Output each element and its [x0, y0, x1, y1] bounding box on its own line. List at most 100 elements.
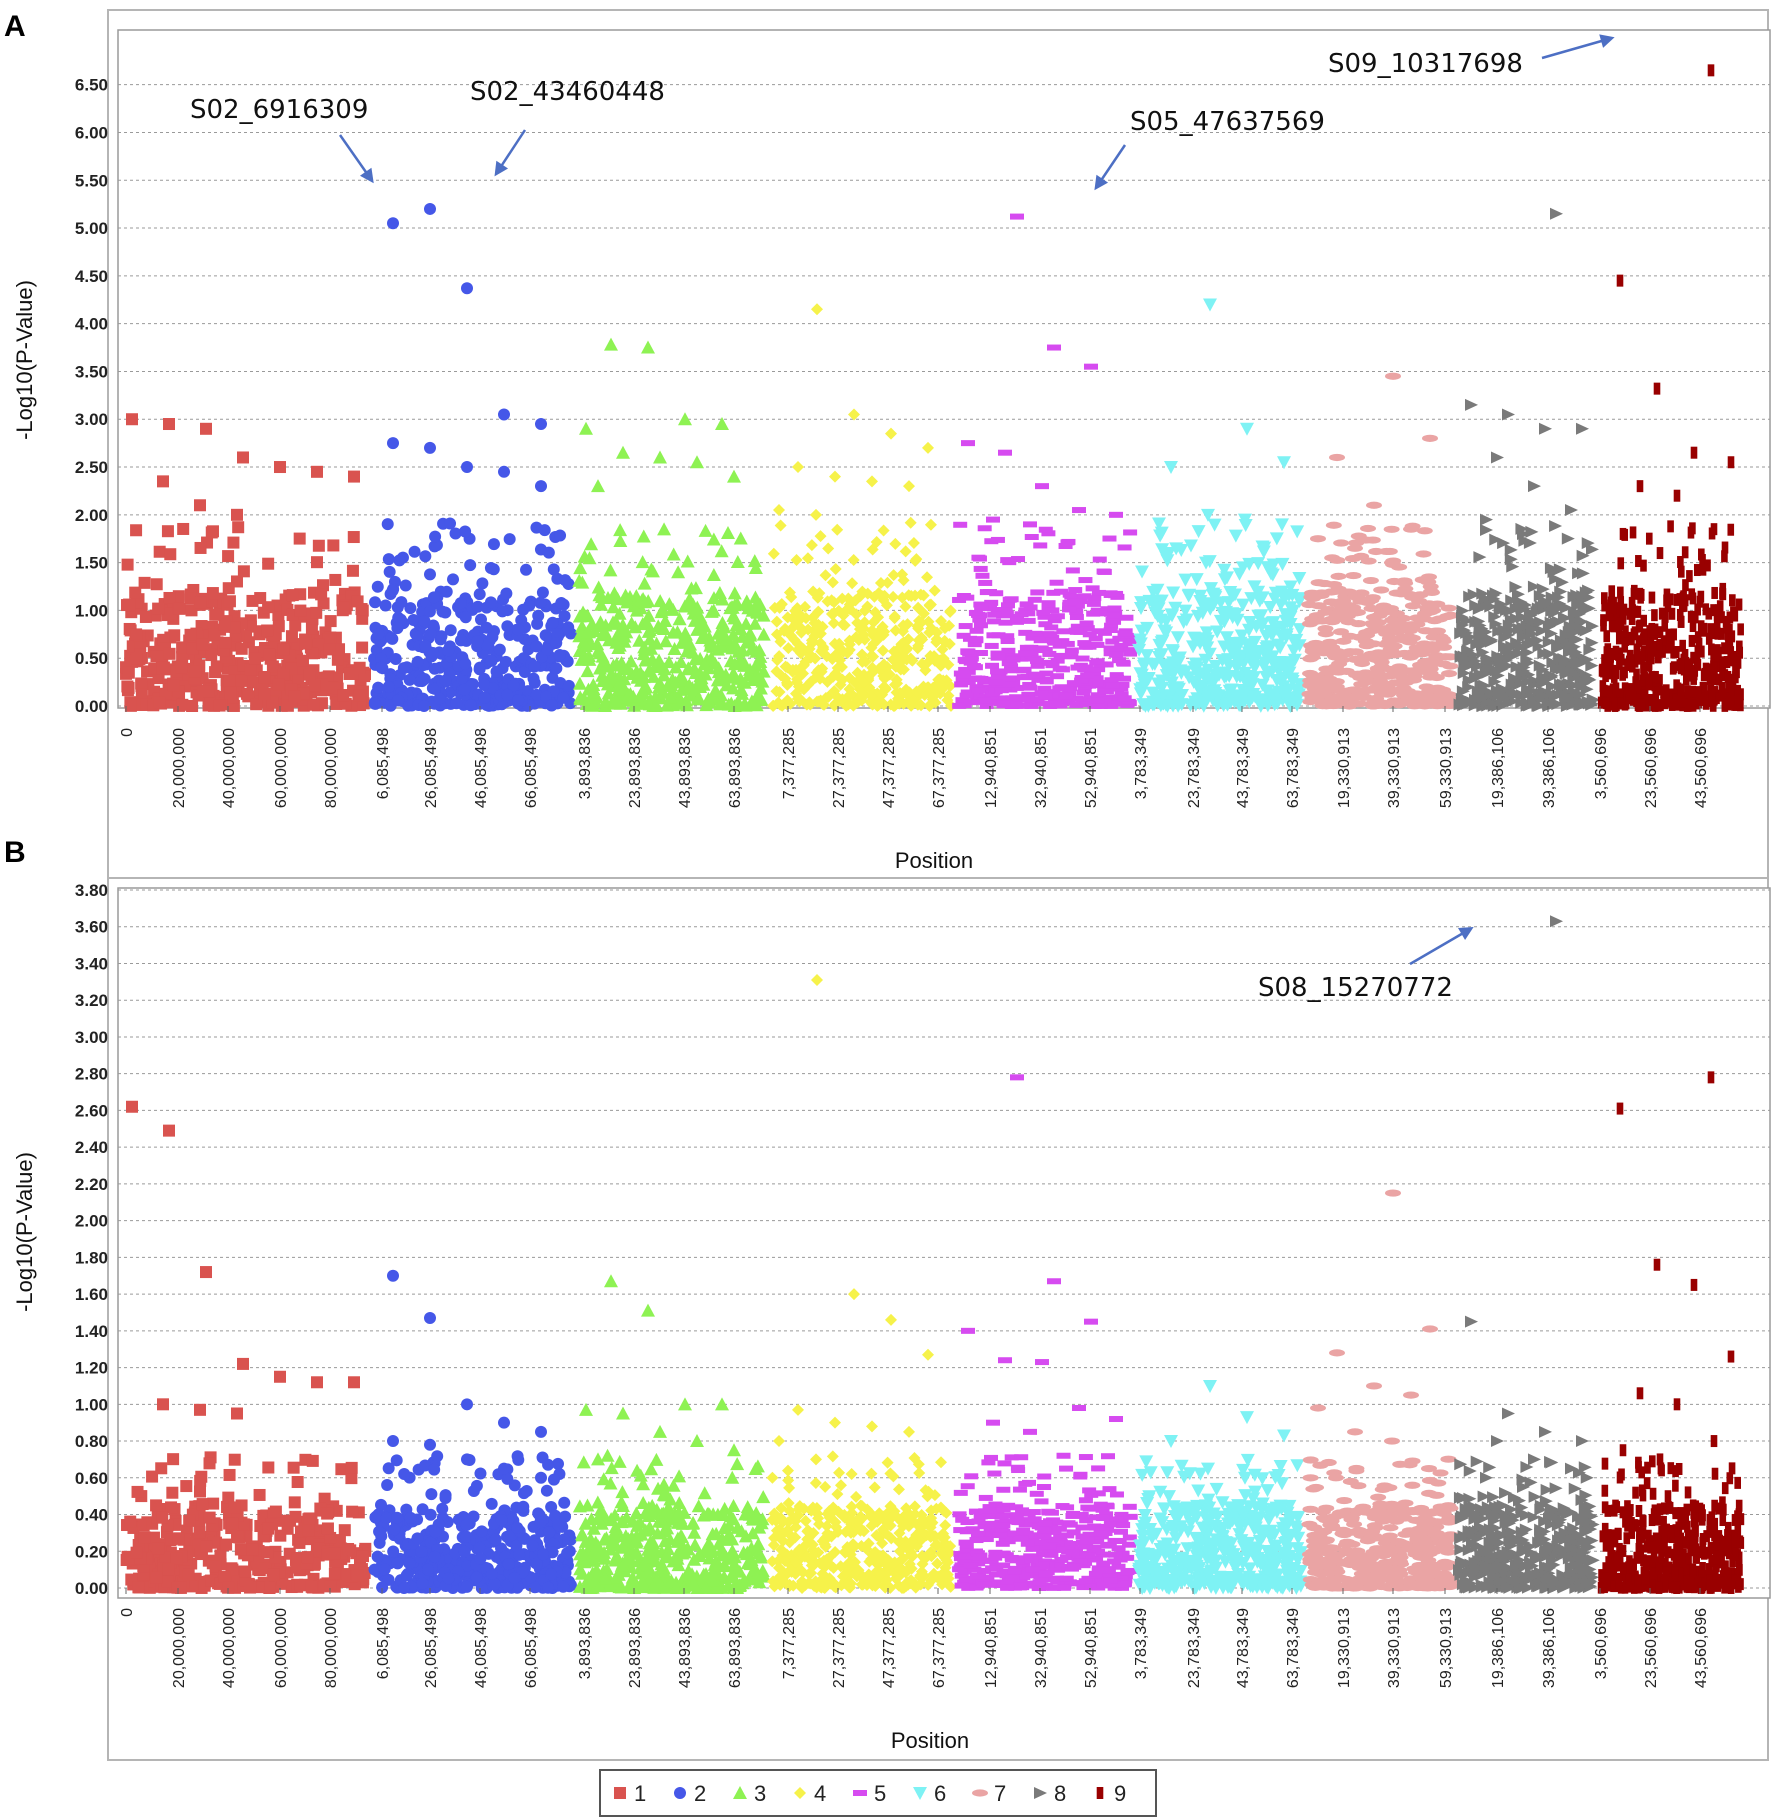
x-tick-label: 0 — [119, 728, 136, 737]
y-tick-label: 5.50 — [75, 171, 108, 190]
peak-point — [274, 1370, 286, 1383]
data-point — [1075, 655, 1090, 662]
data-point — [375, 661, 388, 674]
peak-point — [1656, 547, 1664, 560]
peak-point — [1710, 523, 1718, 536]
data-point — [321, 1522, 334, 1535]
x-tick-label: 43,783,349 — [1235, 728, 1252, 808]
data-point — [289, 1510, 302, 1523]
data-point — [606, 600, 621, 614]
data-point — [177, 522, 190, 535]
peak-point — [126, 1100, 138, 1113]
data-point — [226, 1517, 239, 1530]
data-point — [380, 1511, 393, 1524]
data-point — [520, 563, 533, 576]
data-point — [1086, 610, 1101, 617]
x-tick-label: 52,940,851 — [1083, 728, 1100, 808]
data-point — [397, 662, 410, 675]
data-point — [726, 681, 741, 695]
data-point — [134, 638, 147, 651]
data-point — [1023, 684, 1038, 691]
peak-point — [498, 408, 510, 421]
data-point — [721, 525, 735, 539]
data-point — [176, 698, 189, 711]
data-point — [228, 621, 241, 634]
data-point — [391, 622, 404, 635]
data-point — [1068, 598, 1083, 605]
data-point — [495, 698, 508, 711]
peak-point — [591, 479, 605, 493]
data-point — [224, 686, 237, 699]
peak-point — [998, 449, 1012, 456]
data-point — [499, 655, 512, 668]
data-point — [458, 1545, 471, 1558]
data-point — [1699, 563, 1707, 576]
y-tick-label: 3.00 — [75, 1028, 108, 1047]
x-tick-label: 59,330,913 — [1438, 728, 1455, 808]
peak-point — [678, 412, 692, 426]
y-tick-label: 1.20 — [75, 1359, 108, 1378]
data-point — [1107, 618, 1122, 625]
data-point — [706, 603, 721, 617]
x-tick-label: 63,893,836 — [727, 728, 744, 808]
data-point — [1360, 524, 1377, 533]
data-point — [277, 643, 290, 656]
data-point — [1373, 662, 1390, 671]
data-point — [1033, 542, 1048, 549]
data-point — [718, 667, 733, 681]
data-point — [610, 592, 625, 606]
y-tick-label: 1.60 — [75, 1285, 108, 1304]
data-point — [296, 654, 309, 667]
data-point — [1697, 590, 1705, 603]
data-point — [484, 562, 497, 575]
data-point — [253, 1488, 266, 1501]
data-point — [237, 565, 250, 578]
data-point — [403, 1557, 416, 1570]
data-point — [1080, 672, 1095, 679]
data-point — [303, 668, 316, 681]
data-point — [881, 576, 894, 589]
data-point — [1695, 637, 1703, 650]
data-point — [317, 597, 330, 610]
peak-point — [1385, 372, 1401, 380]
data-point — [899, 545, 912, 558]
data-point — [969, 636, 984, 643]
data-point — [261, 624, 274, 637]
peak-point — [535, 1471, 547, 1484]
data-point — [205, 526, 218, 539]
data-point — [246, 1543, 259, 1556]
data-point — [135, 677, 148, 690]
data-point — [756, 627, 771, 641]
data-point — [1645, 532, 1653, 545]
x-tick-label: 66,085,498 — [523, 728, 540, 808]
x-tick-label: 19,330,913 — [1336, 728, 1353, 808]
data-point — [708, 683, 723, 697]
data-point — [476, 577, 489, 590]
x-tick-label: 60,000,000 — [273, 728, 290, 808]
data-point — [593, 615, 608, 629]
y-tick-label: 4.00 — [75, 315, 108, 334]
data-point — [138, 576, 151, 589]
data-point — [531, 617, 544, 630]
data-point — [235, 642, 248, 655]
data-point — [1042, 659, 1057, 666]
data-point — [652, 653, 667, 667]
peak-point — [194, 1403, 206, 1416]
data-point — [189, 665, 202, 678]
data-point — [122, 666, 135, 679]
data-point — [734, 682, 749, 696]
data-point — [557, 1580, 570, 1593]
data-point — [958, 623, 973, 630]
data-point — [302, 1524, 315, 1537]
data-point — [706, 532, 721, 546]
data-point — [1345, 571, 1362, 580]
data-point — [1062, 606, 1077, 613]
data-point — [153, 545, 166, 558]
x-tick-label: 19,386,106 — [1490, 728, 1507, 808]
data-point — [1737, 623, 1744, 636]
data-point — [272, 678, 285, 691]
peak-point — [387, 437, 399, 450]
data-point — [730, 597, 745, 611]
data-point — [978, 579, 993, 586]
